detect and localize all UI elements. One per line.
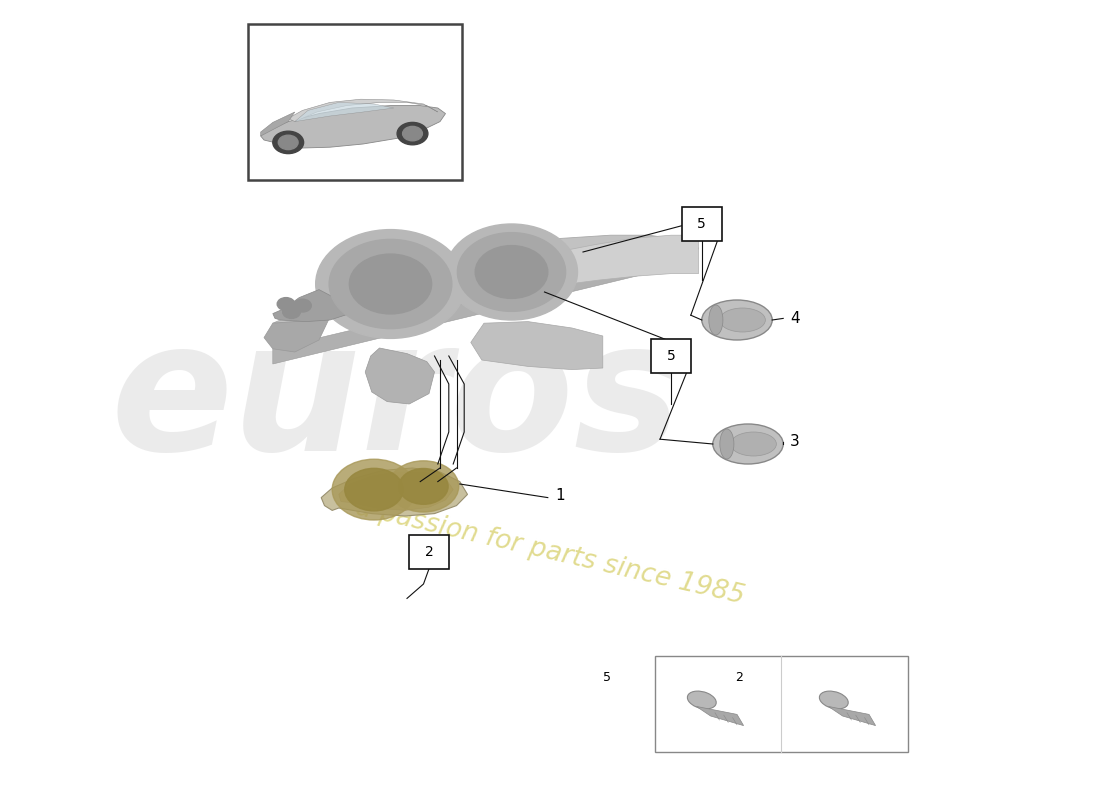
Polygon shape	[471, 322, 603, 370]
Polygon shape	[261, 106, 446, 148]
Text: 4: 4	[790, 311, 800, 326]
Circle shape	[294, 299, 311, 312]
Ellipse shape	[719, 308, 766, 332]
Circle shape	[316, 230, 465, 338]
Text: 1: 1	[556, 489, 565, 503]
Polygon shape	[264, 317, 330, 352]
Polygon shape	[321, 468, 468, 516]
Ellipse shape	[713, 424, 783, 464]
Circle shape	[403, 126, 422, 141]
Circle shape	[283, 306, 300, 318]
Text: 5: 5	[697, 217, 706, 231]
Polygon shape	[261, 112, 295, 136]
Text: a passion for parts since 1985: a passion for parts since 1985	[353, 494, 747, 610]
Circle shape	[475, 246, 548, 298]
Ellipse shape	[708, 305, 723, 335]
Polygon shape	[295, 102, 394, 122]
Polygon shape	[828, 706, 876, 726]
Ellipse shape	[702, 300, 772, 340]
Polygon shape	[273, 248, 698, 364]
Polygon shape	[339, 472, 453, 510]
Ellipse shape	[820, 691, 848, 709]
Ellipse shape	[730, 432, 777, 456]
Circle shape	[332, 459, 416, 520]
Circle shape	[397, 122, 428, 145]
Polygon shape	[273, 290, 350, 322]
Circle shape	[278, 135, 298, 150]
Circle shape	[399, 469, 448, 504]
FancyBboxPatch shape	[682, 207, 722, 241]
Text: 3: 3	[790, 434, 800, 449]
FancyBboxPatch shape	[409, 535, 449, 569]
Circle shape	[350, 254, 431, 314]
Circle shape	[446, 224, 578, 320]
Text: euros: euros	[110, 312, 682, 488]
FancyBboxPatch shape	[248, 24, 462, 180]
FancyBboxPatch shape	[654, 656, 908, 752]
Ellipse shape	[719, 429, 734, 459]
Polygon shape	[365, 348, 435, 404]
Text: 2: 2	[735, 671, 743, 684]
Circle shape	[388, 461, 459, 512]
Text: 2: 2	[425, 545, 433, 559]
Text: 5: 5	[603, 671, 611, 684]
Ellipse shape	[688, 691, 716, 709]
Text: 5: 5	[667, 349, 675, 363]
Circle shape	[273, 131, 304, 154]
Polygon shape	[288, 99, 438, 122]
Polygon shape	[696, 706, 744, 726]
Circle shape	[277, 298, 295, 310]
Polygon shape	[495, 235, 698, 294]
Polygon shape	[273, 235, 698, 323]
FancyBboxPatch shape	[651, 339, 691, 373]
Circle shape	[329, 239, 452, 329]
Circle shape	[344, 468, 404, 511]
Circle shape	[458, 233, 565, 311]
